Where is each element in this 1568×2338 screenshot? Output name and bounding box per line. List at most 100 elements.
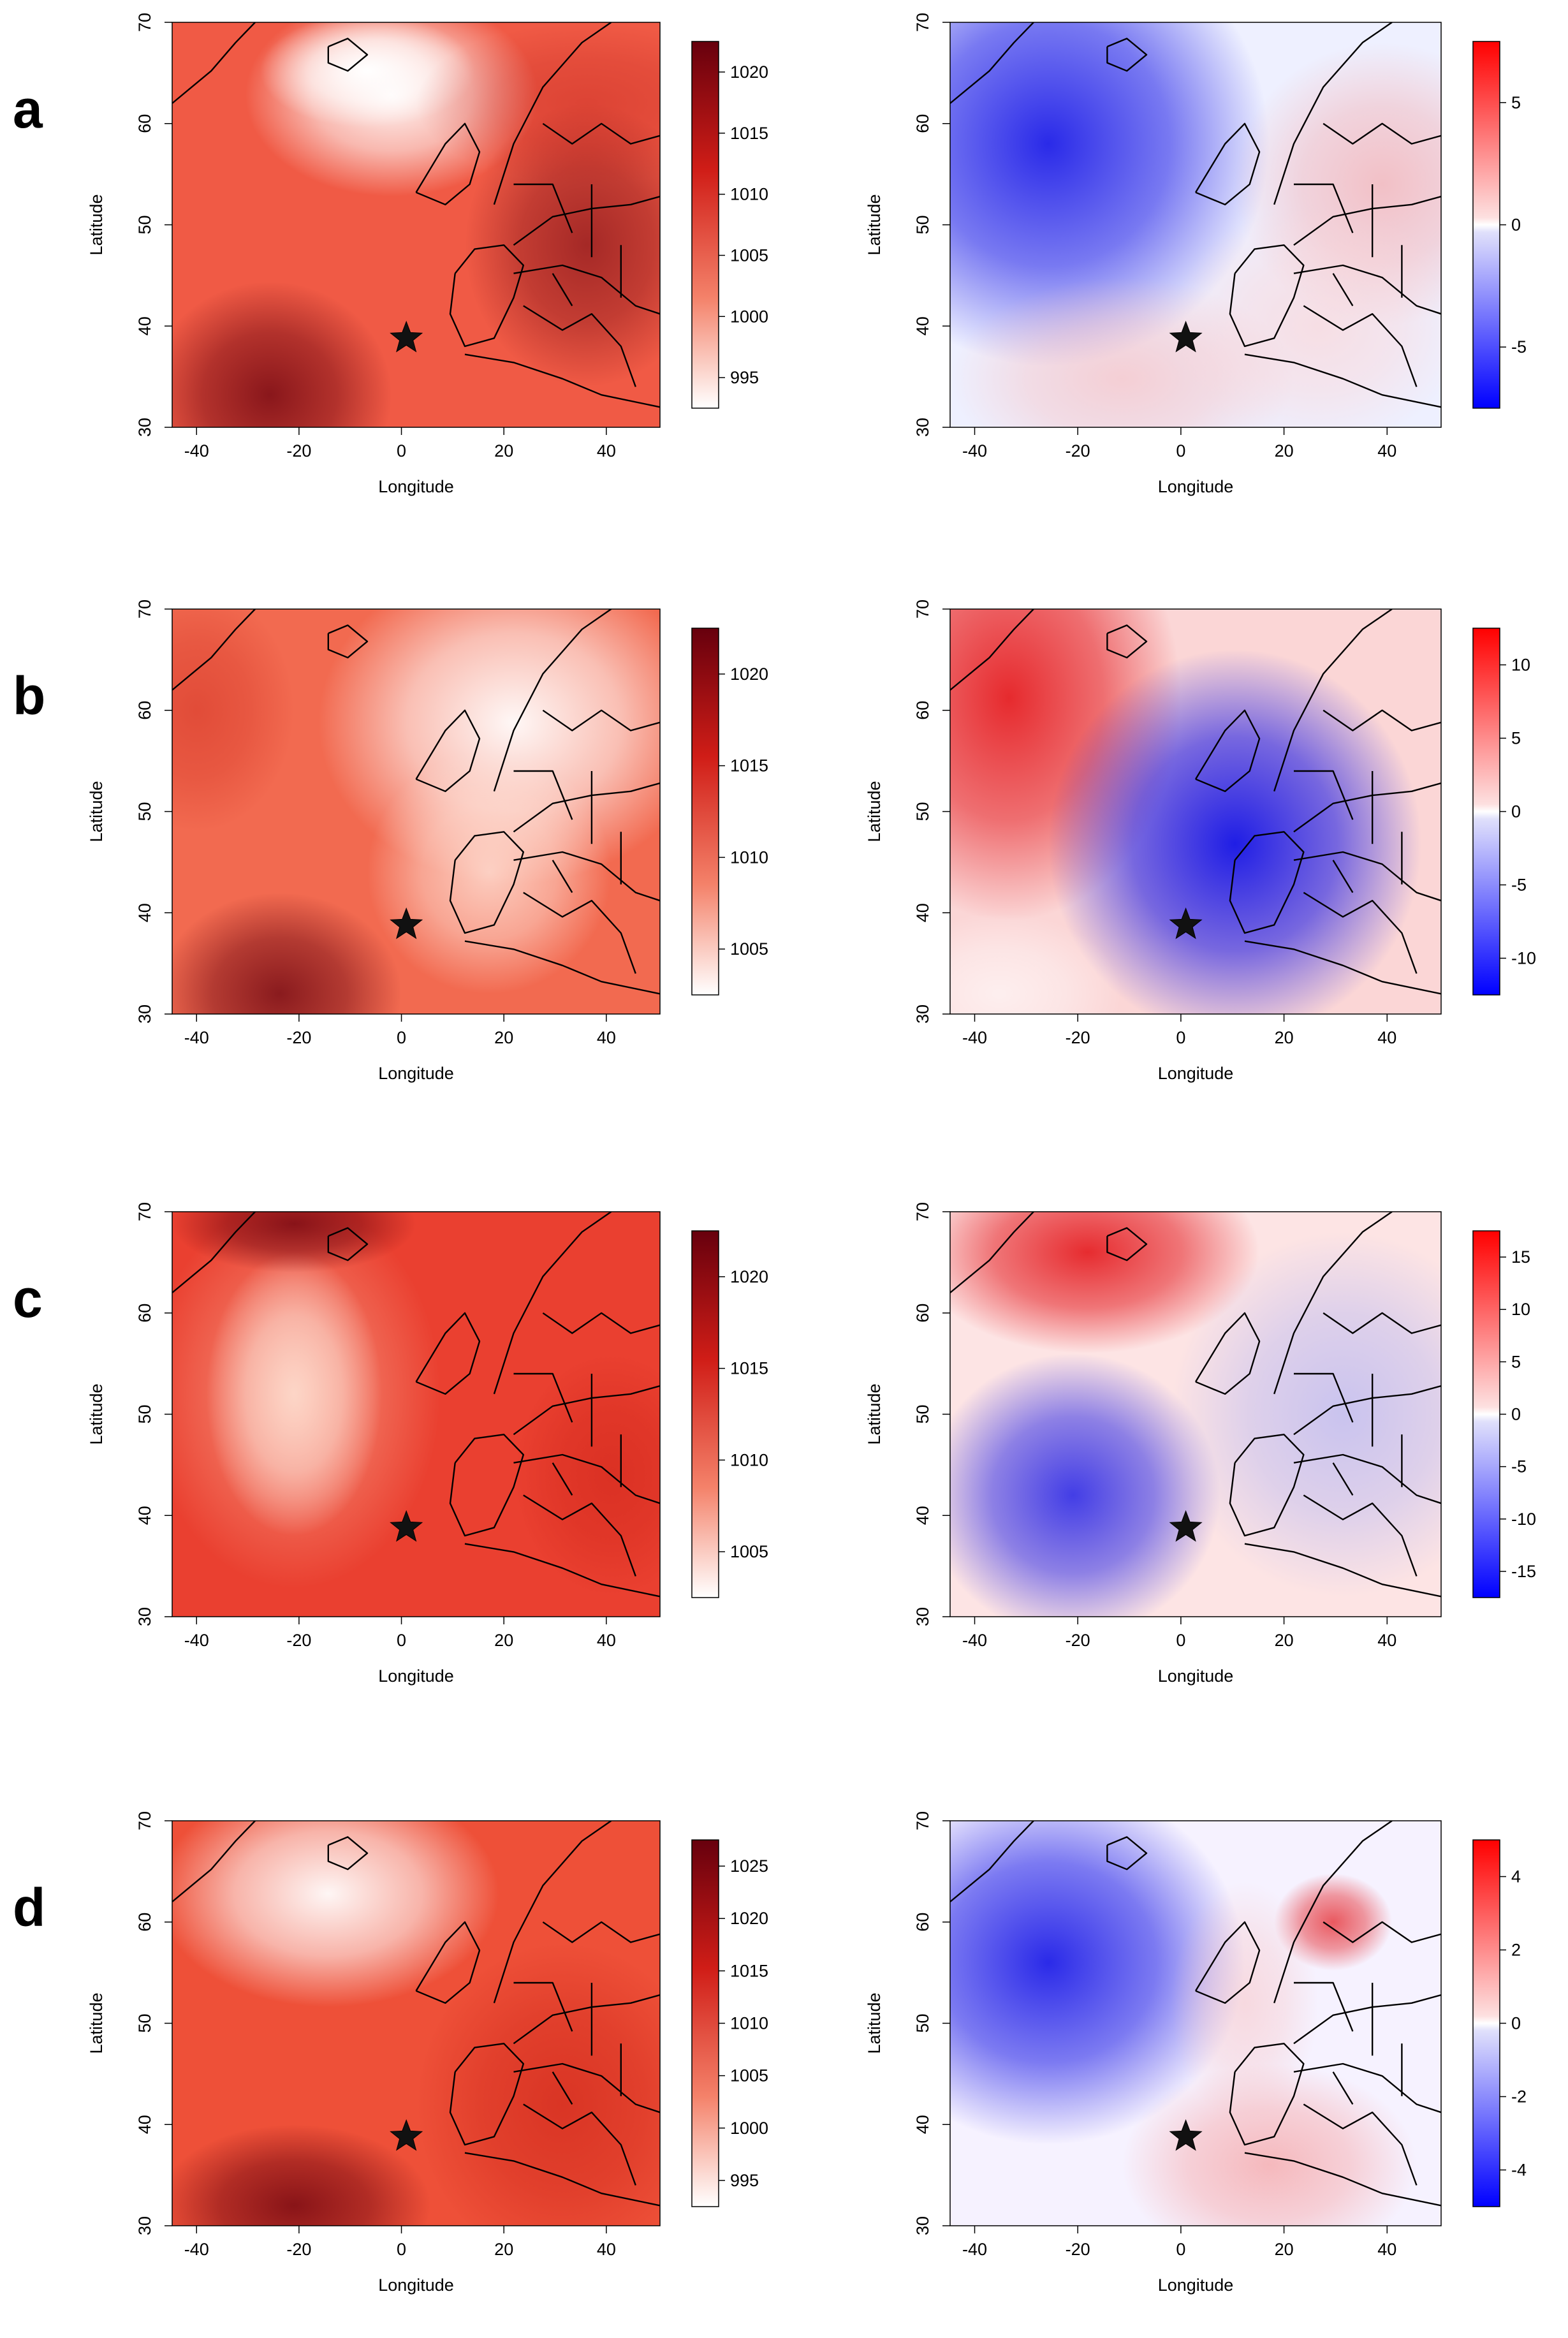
colorbar-tick-label: 5 [1511,93,1521,112]
y-tick-label: 50 [135,1404,154,1423]
y-tick-label: 40 [135,316,154,335]
x-tick-label: -20 [286,1631,311,1650]
x-tick-label: -20 [286,1028,311,1047]
x-tick-label: 20 [494,441,513,460]
panel-row-label-c: c [13,1268,43,1328]
x-tick-label: -20 [1066,441,1090,460]
x-tick-label: -20 [286,441,311,460]
colorbar [691,1230,719,1598]
x-tick-label: -40 [962,1631,987,1650]
y-tick-label: 60 [135,1304,154,1323]
x-tick-label: 40 [1377,2240,1396,2259]
contour-field [950,1821,1441,2226]
pressure-anomaly-blob [367,751,612,994]
colorbar-tick-label: 1010 [730,1450,768,1469]
colorbar-tick-label: 10 [1511,656,1530,675]
pressure-anomaly-blob [950,1212,1260,1354]
pressure-anomaly-blob [172,609,295,832]
colorbar-tick-label: 1015 [730,756,768,776]
y-axis-label: Latitude [865,781,884,842]
coastline [950,22,1441,408]
y-tick-label: 50 [135,802,154,821]
y-tick-label: 60 [913,1913,932,1932]
y-tick-label: 60 [913,1304,932,1323]
colorbar [1472,1230,1500,1598]
y-tick-label: 70 [135,13,154,32]
y-tick-label: 60 [913,114,932,133]
y-tick-label: 30 [135,1607,154,1626]
star-icon [1169,320,1203,353]
x-tick-label: -40 [184,1631,209,1650]
colorbar-legend: 4 2 0 -2 -4 [1472,1839,1527,2207]
y-tick-label: 30 [913,2216,932,2235]
star-icon [390,320,423,353]
pressure-anomaly-blob [172,2124,431,2226]
colorbar-tick-label: 1000 [730,2119,768,2138]
map-panel-b-left: -40 -20 0 20 40 Longitude 30 40 50 60 70 Latitude 10… [87,599,768,1083]
y-tick-label: 70 [913,13,932,32]
panel-row-label-a: a [13,79,43,139]
colorbar-tick-label: 5 [1511,729,1521,748]
colorbar-tick-label: -5 [1511,876,1527,895]
star-icon [390,2119,423,2151]
pressure-anomaly-blob [416,22,660,184]
colorbar-tick-label: 1005 [730,246,768,265]
colorbar-tick-label: 1015 [730,1359,768,1378]
y-tick-label: 30 [135,418,154,437]
colorbar [691,41,719,409]
x-tick-label: 0 [397,441,406,460]
panel-row-label-b: b [13,666,45,726]
colorbar-tick-label: 1020 [730,1909,768,1928]
x-tick-label: 40 [597,441,616,460]
x-tick-label: -40 [962,441,987,460]
map-panel-c-left: -40 -20 0 20 40 Longitude 30 40 50 60 70 Latitude 10… [87,1202,768,1686]
star-icon [1169,2119,1203,2151]
x-tick-label: 40 [1377,1631,1396,1650]
colorbar-tick-label: 1015 [730,124,768,143]
x-tick-label: 0 [397,2240,406,2259]
x-tick-label: 40 [597,2240,616,2259]
map-panel-a-left: -40 -20 0 20 40 Longitude 30 40 50 60 70 Latitude 10… [87,13,768,496]
x-tick-label: 20 [1275,441,1294,460]
colorbar-tick-label: -10 [1511,1510,1536,1529]
x-tick-label: 40 [597,1631,616,1650]
x-tick-label: -40 [962,2240,987,2259]
colorbar-tick-label: 1010 [730,185,768,204]
colorbar-tick-label: -10 [1511,949,1536,968]
colorbar-tick-label: 1025 [730,1856,768,1876]
map-panel-c-right: -40 -20 0 20 40Longitude3040506070Latitude15… [865,1202,1536,1686]
y-tick-label: 60 [135,114,154,133]
x-tick-label: 40 [1377,441,1396,460]
colorbar-legend: 10 5 0 -5 -10 [1472,628,1536,996]
x-axis-label: Longitude [378,477,454,496]
x-tick-label: 0 [1176,1631,1185,1650]
colorbar-legend: 1025 1020 1015 1010 1005 1000 995 [691,1839,768,2207]
pressure-anomaly-blob [1048,649,1422,1014]
x-tick-label: 0 [397,1028,406,1047]
x-axis-label: Longitude [378,1064,454,1083]
y-tick-label: 50 [135,215,154,234]
pressure-anomaly-blob [1122,2064,1417,2226]
map-panel-b-right: -40 -20 0 20 40Longitude3040506070Latitude10… [865,599,1536,1083]
star-icon [1169,907,1203,939]
pressure-anomaly-blob [172,1212,441,1589]
pressure-anomaly-blob [1171,204,1441,427]
x-tick-label: -40 [962,1028,987,1047]
coastline [172,609,660,995]
y-tick-label: 60 [135,701,154,720]
pressure-anomaly-blob [950,1353,1220,1617]
colorbar-tick-label: -15 [1511,1562,1536,1581]
y-tick-label: 60 [913,701,932,720]
y-tick-label: 70 [913,1202,932,1221]
colorbar-tick-label: -5 [1511,337,1527,357]
coastline [172,1212,660,1598]
x-tick-label: -40 [184,2240,209,2259]
x-axis-label: Longitude [378,2276,454,2295]
y-tick-label: 70 [913,599,932,619]
colorbar-tick-label: 1020 [730,62,768,82]
y-tick-label: 70 [135,1202,154,1221]
colorbar-tick-label: 995 [730,368,759,387]
y-axis-label: Latitude [865,1383,884,1445]
map-panel-d-right: -40 -20 0 20 40Longitude3040506070Latitude42… [865,1811,1527,2295]
pressure-anomaly-blob [1171,1231,1441,1597]
